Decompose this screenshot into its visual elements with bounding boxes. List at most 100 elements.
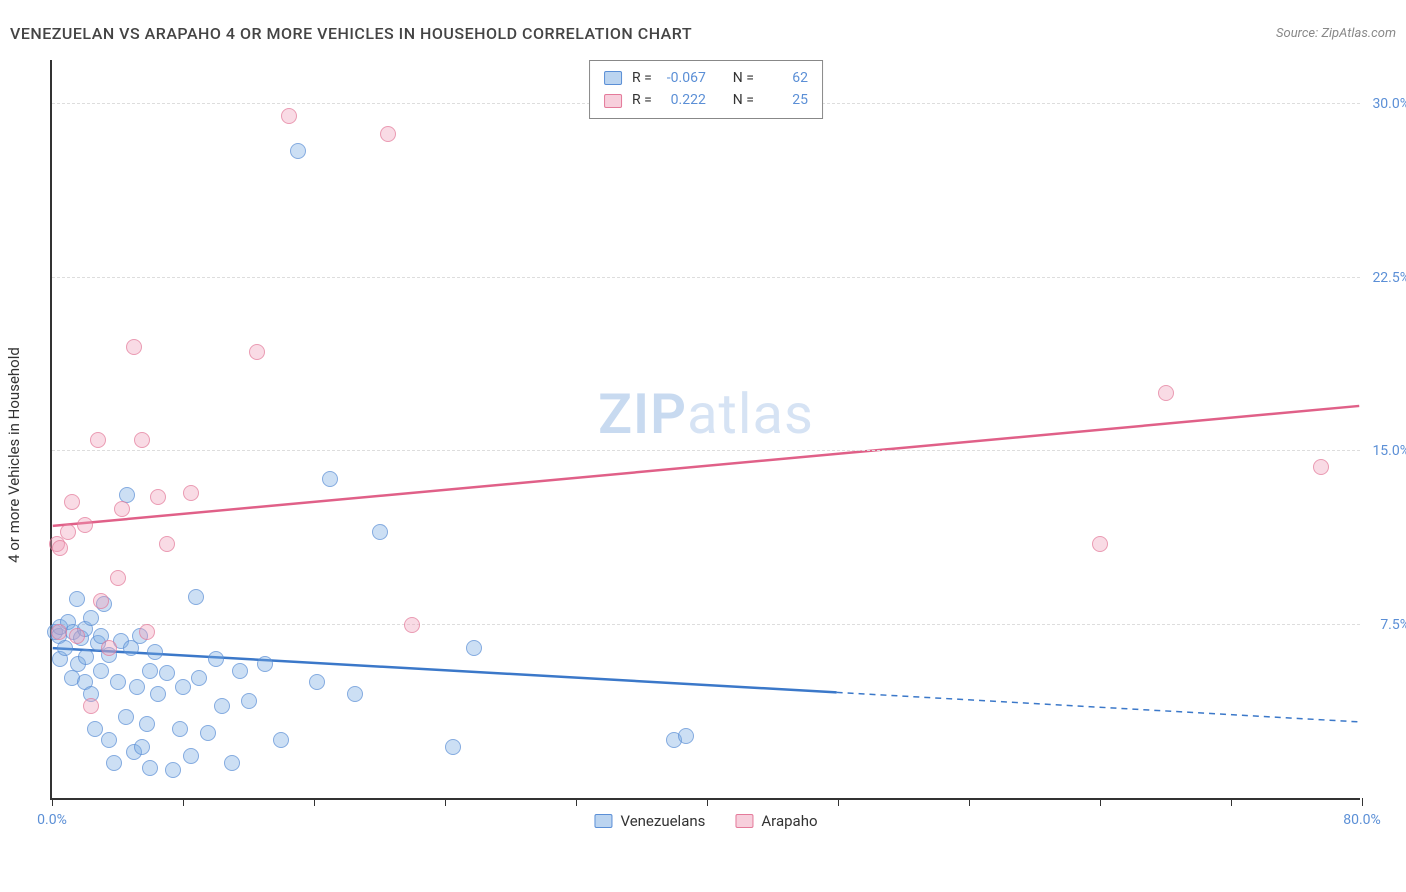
source-label: Source: (1276, 26, 1321, 41)
n-label: N = (733, 89, 754, 111)
data-point (83, 698, 99, 714)
watermark-atlas: atlas (687, 381, 814, 447)
stats-row: R = -0.067 N = 62 (604, 67, 808, 89)
data-point (139, 716, 155, 732)
n-value-1: 25 (764, 89, 808, 111)
y-tick-label: 15.0% (1362, 443, 1406, 459)
data-point (77, 517, 93, 533)
data-point (52, 540, 68, 556)
x-tick-label-min: 0.0% (37, 812, 67, 828)
data-point (224, 755, 240, 771)
data-point (232, 663, 248, 679)
data-point (322, 471, 338, 487)
legend-label: Venezuelans (620, 812, 705, 830)
data-point (87, 721, 103, 737)
data-point (147, 644, 163, 660)
gridline (52, 624, 1360, 625)
data-point (273, 732, 289, 748)
source-attribution: Source: ZipAtlas.com (1276, 26, 1396, 41)
source-value: ZipAtlas.com (1321, 26, 1396, 41)
stats-legend: R = -0.067 N = 62 R = 0.222 N = 25 (589, 60, 823, 119)
data-point (93, 663, 109, 679)
chart-title: VENEZUELAN VS ARAPAHO 4 OR MORE VEHICLES… (10, 24, 692, 43)
data-point (139, 624, 155, 640)
data-point (69, 628, 85, 644)
data-point (150, 686, 166, 702)
data-point (83, 610, 99, 626)
data-point (183, 485, 199, 501)
data-point (60, 524, 76, 540)
swatch-venezuelans-icon (594, 814, 612, 828)
data-point (118, 709, 134, 725)
n-label: N = (733, 67, 754, 89)
y-tick-label: 30.0% (1362, 96, 1406, 112)
trend-lines (52, 60, 1360, 798)
data-point (106, 755, 122, 771)
data-point (134, 432, 150, 448)
data-point (404, 617, 420, 633)
data-point (200, 725, 216, 741)
data-point (159, 665, 175, 681)
data-point (281, 108, 297, 124)
data-point (150, 489, 166, 505)
data-point (126, 339, 142, 355)
x-tick-label-max: 80.0% (1343, 812, 1381, 828)
legend-item: Arapaho (735, 812, 817, 830)
series-legend: Venezuelans Arapaho (594, 812, 817, 830)
r-value-0: -0.067 (662, 67, 706, 89)
r-label: R = (632, 67, 652, 89)
data-point (142, 760, 158, 776)
watermark-zip: ZIP (598, 381, 687, 447)
data-point (290, 143, 306, 159)
x-tick (707, 798, 708, 806)
swatch-arapaho-icon (735, 814, 753, 828)
data-point (69, 591, 85, 607)
scatter-plot: ZIPatlas R = -0.067 N = 62 R = 0.222 N =… (50, 60, 1360, 800)
gridline (52, 277, 1360, 278)
data-point (51, 624, 67, 640)
r-label: R = (632, 89, 652, 111)
data-point (64, 494, 80, 510)
data-point (114, 501, 130, 517)
r-value-1: 0.222 (662, 89, 706, 111)
x-tick (1231, 798, 1232, 806)
data-point (241, 693, 257, 709)
data-point (165, 762, 181, 778)
x-tick (576, 798, 577, 806)
data-point (188, 589, 204, 605)
data-point (191, 670, 207, 686)
data-point (249, 344, 265, 360)
data-point (257, 656, 273, 672)
swatch-venezuelans-icon (604, 71, 622, 85)
data-point (214, 698, 230, 714)
data-point (101, 732, 117, 748)
y-tick-label: 22.5% (1362, 270, 1406, 286)
watermark: ZIPatlas (598, 381, 814, 447)
legend-item: Venezuelans (594, 812, 705, 830)
data-point (1313, 459, 1329, 475)
x-tick (1100, 798, 1101, 806)
x-tick (183, 798, 184, 806)
data-point (110, 674, 126, 690)
y-tick-label: 7.5% (1362, 617, 1406, 633)
data-point (110, 570, 126, 586)
data-point (208, 651, 224, 667)
data-point (172, 721, 188, 737)
data-point (347, 686, 363, 702)
data-point (309, 674, 325, 690)
data-point (93, 593, 109, 609)
data-point (678, 728, 694, 744)
gridline (52, 450, 1360, 451)
data-point (90, 432, 106, 448)
data-point (134, 739, 150, 755)
data-point (142, 663, 158, 679)
x-tick (52, 798, 53, 806)
swatch-arapaho-icon (604, 94, 622, 108)
y-axis-label: 4 or more Vehicles in Household (5, 347, 23, 563)
n-value-0: 62 (764, 67, 808, 89)
data-point (445, 739, 461, 755)
data-point (380, 126, 396, 142)
stats-row: R = 0.222 N = 25 (604, 89, 808, 111)
data-point (159, 536, 175, 552)
x-tick (969, 798, 970, 806)
